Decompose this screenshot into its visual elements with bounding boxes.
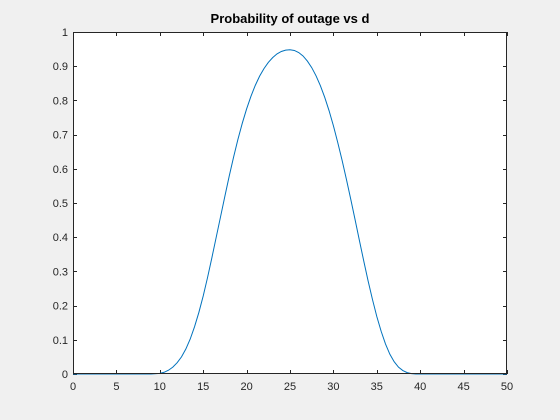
chart-title: Probability of outage vs d (211, 11, 370, 26)
x-tick-label: 20 (240, 381, 252, 393)
y-tick-label: 0.8 (53, 95, 68, 107)
x-tick-label: 5 (113, 381, 119, 393)
x-tick-label: 50 (501, 381, 513, 393)
y-tick-label: 0.4 (53, 232, 68, 244)
y-tick-label: 1 (62, 27, 68, 39)
x-tick-label: 25 (284, 381, 296, 393)
x-tick-label: 40 (414, 381, 426, 393)
y-tick-label: 0.6 (53, 164, 68, 176)
y-tick-label: 0.5 (53, 198, 68, 210)
y-tick-label: 0.9 (53, 61, 68, 73)
plot-area (73, 32, 507, 374)
x-tick-label: 35 (371, 381, 383, 393)
x-tick-label: 30 (327, 381, 339, 393)
y-tick-label: 0.2 (53, 301, 68, 313)
y-tick-label: 0 (62, 369, 68, 381)
y-tick-label: 0.7 (53, 130, 68, 142)
x-tick-label: 15 (197, 381, 209, 393)
y-tick-label: 0.1 (53, 335, 68, 347)
x-tick-label: 0 (70, 381, 76, 393)
y-tick-label: 0.3 (53, 266, 68, 278)
x-tick-label: 10 (154, 381, 166, 393)
x-tick-label: 45 (457, 381, 469, 393)
